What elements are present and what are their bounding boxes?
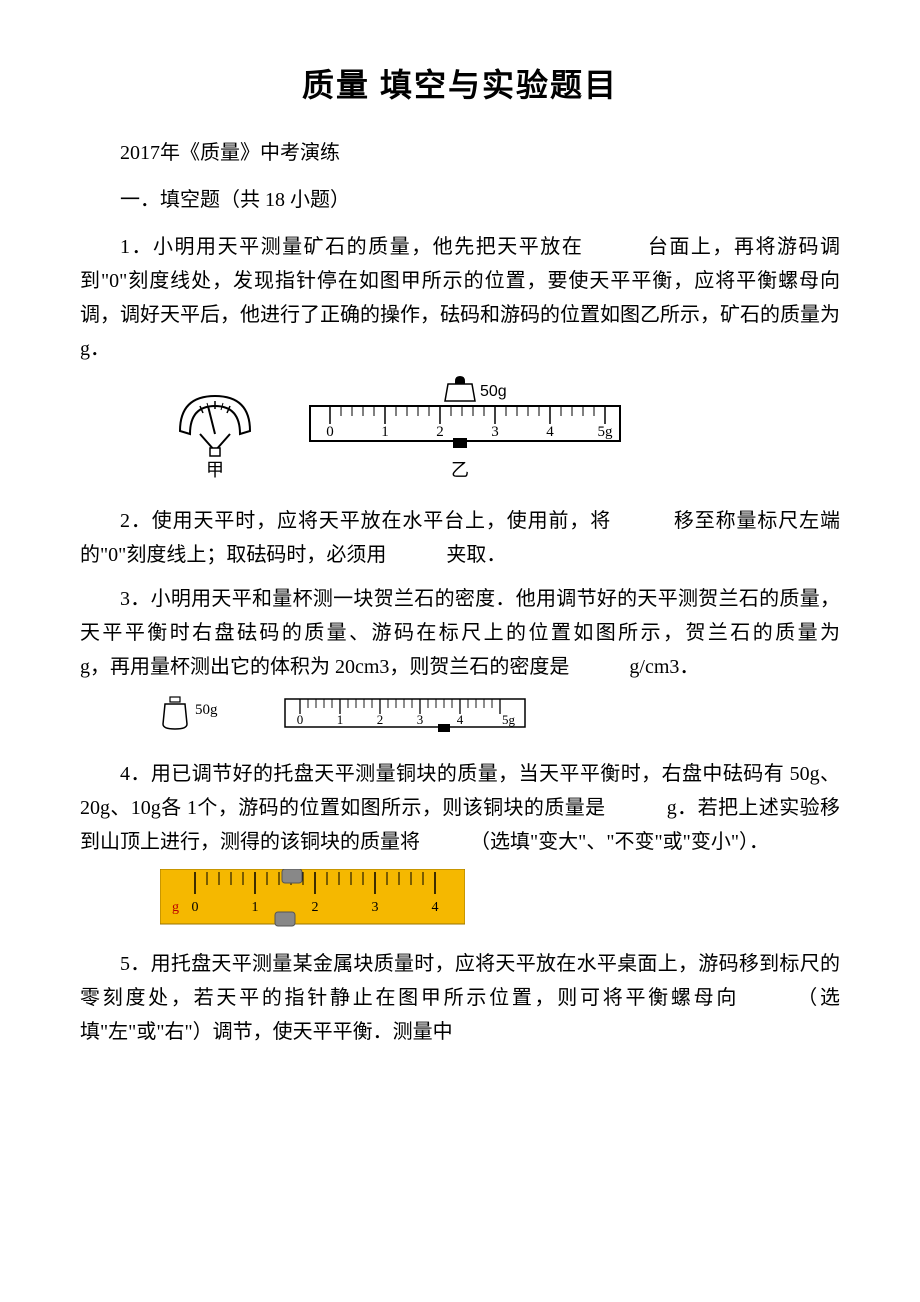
svg-text:3: 3 [491, 424, 499, 440]
question-2: 2．使用天平时，应将天平放在水平台上，使用前，将 移至称量标尺左端的"0"刻度线… [80, 504, 840, 572]
page-title: 质量 填空与实验题目 [80, 60, 840, 106]
svg-text:5g: 5g [598, 424, 614, 440]
ruler-unit: g [172, 900, 179, 915]
svg-text:2: 2 [377, 712, 384, 727]
question-4: 4．用已调节好的托盘天平测量铜块的质量，当天平平衡时，右盘中砝码有 50g、20… [80, 757, 840, 859]
question-1: 1．小明用天平测量矿石的质量，他先把天平放在 台面上，再将游码调到"0"刻度线处… [80, 230, 840, 366]
balance-ruler-icon: 50g 0 1 2 3 4 5g 乙 [300, 376, 630, 486]
question-3: 3．小明用天平和量杯测一块贺兰石的密度．他用调节好的天平测贺兰石的质量，天平平衡… [80, 582, 840, 684]
yellow-ruler-icon: g 0 1 2 3 4 [160, 869, 465, 929]
svg-text:1: 1 [381, 424, 389, 440]
ruler-3-icon: 0 1 2 3 4 5g [280, 694, 530, 739]
svg-text:3: 3 [372, 900, 379, 915]
figure-1: 甲 50g 0 1 2 3 4 5g [160, 376, 840, 486]
figure-3: 50g 0 1 2 3 4 5g [160, 694, 840, 739]
svg-text:3: 3 [417, 712, 424, 727]
svg-text:4: 4 [457, 712, 464, 727]
svg-text:0: 0 [192, 900, 199, 915]
svg-text:1: 1 [337, 712, 344, 727]
dial-label: 甲 [206, 460, 224, 480]
question-5: 5．用托盘天平测量某金属块质量时，应将天平放在水平桌面上，游码移到标尺的零刻度处… [80, 947, 840, 1049]
svg-text:2: 2 [312, 900, 319, 915]
svg-text:1: 1 [252, 900, 259, 915]
section-header: 一．填空题（共 18 小题） [80, 183, 840, 212]
exam-subtitle: 2017年《质量》中考演练 [80, 136, 840, 165]
svg-text:4: 4 [546, 424, 554, 440]
svg-text:0: 0 [297, 712, 304, 727]
weight-label-3: 50g [195, 702, 218, 718]
ruler-label: 乙 [451, 460, 469, 480]
svg-text:4: 4 [432, 900, 439, 915]
weight-icon: 50g [160, 694, 250, 739]
dial-gauge-icon: 甲 [160, 376, 270, 486]
figure-4: g 0 1 2 3 4 [160, 869, 840, 929]
weight-label: 50g [480, 383, 507, 400]
svg-text:2: 2 [436, 424, 444, 440]
svg-text:0: 0 [326, 424, 334, 440]
svg-text:5g: 5g [502, 712, 516, 727]
